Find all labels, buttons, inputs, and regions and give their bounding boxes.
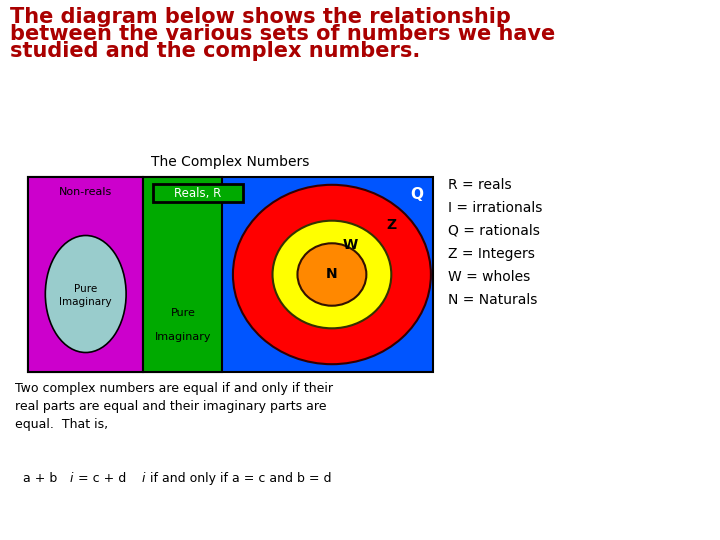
Text: i: i [141,472,145,485]
Text: R = reals: R = reals [448,178,512,192]
Ellipse shape [233,185,431,364]
Text: i: i [70,472,73,485]
Text: N = Naturals: N = Naturals [448,293,537,307]
Bar [28,177,143,372]
Text: studied and the complex numbers.: studied and the complex numbers. [10,41,420,61]
Text: Reals, R: Reals, R [174,186,222,199]
Text: Q: Q [410,187,423,202]
Bar [143,177,222,372]
Text: The Complex Numbers: The Complex Numbers [151,155,310,169]
Text: Two complex numbers are equal if and only if their
real parts are equal and thei: Two complex numbers are equal if and onl… [15,382,333,431]
Text: The diagram below shows the relationship: The diagram below shows the relationship [10,7,511,27]
Text: I = irrationals: I = irrationals [448,201,542,215]
Text: W = wholes: W = wholes [448,270,530,284]
Text: Non-reals: Non-reals [59,187,112,197]
Text: N: N [326,267,338,281]
Bar [28,177,433,372]
Text: Imaginary: Imaginary [60,297,112,307]
Text: if and only if a = c and b = d: if and only if a = c and b = d [146,472,331,485]
Text: Z: Z [386,218,397,232]
Text: Z = Integers: Z = Integers [448,247,535,261]
Text: Q = rationals: Q = rationals [448,224,540,238]
Ellipse shape [273,221,391,328]
Text: = c + d: = c + d [74,472,126,485]
Text: Pure: Pure [171,308,195,319]
Bar [153,184,243,202]
Text: Pure: Pure [74,284,97,294]
Ellipse shape [297,244,366,306]
Text: W: W [342,238,357,252]
Ellipse shape [45,235,126,353]
Text: between the various sets of numbers we have: between the various sets of numbers we h… [10,24,555,44]
Text: a + b: a + b [15,472,58,485]
Text: Imaginary: Imaginary [155,332,211,342]
